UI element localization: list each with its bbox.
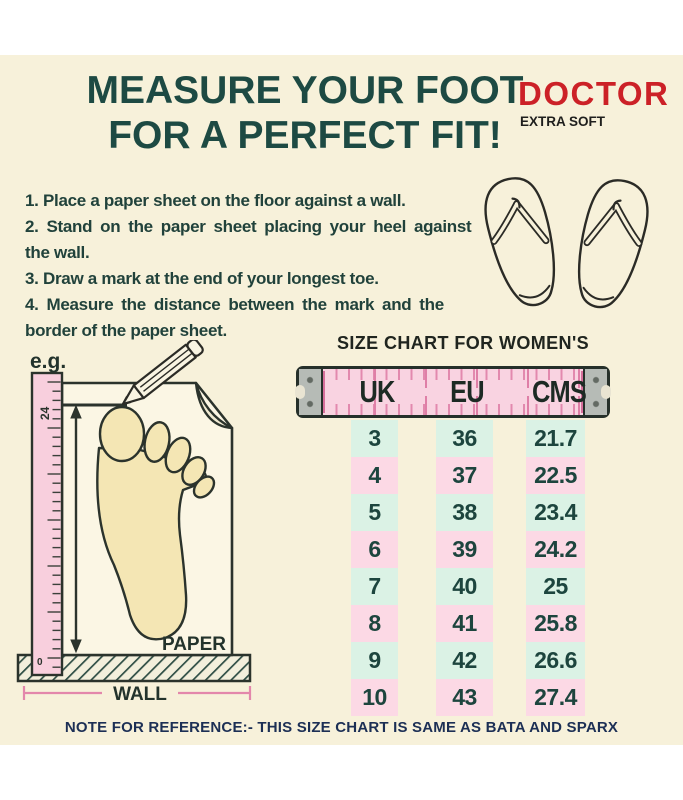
size-cell: 40 <box>436 568 493 605</box>
instruction-line: the wall. <box>25 243 90 262</box>
reference-note: NOTE FOR REFERENCE:- THIS SIZE CHART IS … <box>64 719 619 736</box>
tape-end-line-right <box>581 371 583 413</box>
flip-flops-illustration <box>484 177 649 309</box>
tape-metal-cap-right <box>583 369 611 415</box>
size-cell: 24.2 <box>526 531 585 568</box>
instruction-line: 4. Measure the distance between the mark… <box>25 295 444 314</box>
foot-measuring-diagram: 24 0 e.g. PAPER WALL <box>16 340 252 705</box>
title-line-2: FOR A PERFECT FIT! <box>108 114 502 157</box>
size-cell: 7 <box>351 568 398 605</box>
column-header-eu: EU <box>450 374 485 409</box>
size-chart-heading: SIZE CHART FOR WOMEN'S <box>336 333 590 353</box>
size-cell: 9 <box>351 642 398 679</box>
brand-logo: DOCTOR <box>518 75 670 112</box>
size-cell: 42 <box>436 642 493 679</box>
size-cell: 8 <box>351 605 398 642</box>
paper-label: PAPER <box>162 634 226 655</box>
column-header-cms: CMS <box>531 374 587 409</box>
tape-end-line-left <box>323 371 325 413</box>
example-label: e.g. <box>30 350 66 373</box>
title-line-1: MEASURE YOUR FOOT <box>86 69 524 112</box>
size-cell: 21.7 <box>526 420 585 457</box>
size-cell: 4 <box>351 457 398 494</box>
ruler-number-0: 0 <box>37 657 43 668</box>
size-cell: 36 <box>436 420 493 457</box>
instruction-line: 1. Place a paper sheet on the floor agai… <box>25 191 406 210</box>
tape-header: UK EU CMS <box>295 366 611 418</box>
ruler-number-24: 24 <box>38 406 52 420</box>
tape-long-ticks-bottom <box>325 396 581 415</box>
size-cell: 27.4 <box>526 679 585 716</box>
instruction-line: 3. Draw a mark at the end of your longes… <box>25 269 379 288</box>
instructions-list: 1. Place a paper sheet on the floor agai… <box>25 188 472 344</box>
size-cell: 25.8 <box>526 605 585 642</box>
size-cell: 39 <box>436 531 493 568</box>
size-cell: 5 <box>351 494 398 531</box>
page-title: MEASURE YOUR FOOT FOR A PERFECT FIT! <box>40 68 570 158</box>
size-cell: 41 <box>436 605 493 642</box>
tape-long-ticks-top <box>325 369 581 388</box>
size-cell: 3 <box>351 420 398 457</box>
size-cell: 43 <box>436 679 493 716</box>
foot-illustration <box>96 405 216 641</box>
measurement-arrow <box>70 404 82 654</box>
size-cell: 38 <box>436 494 493 531</box>
size-cell: 25 <box>526 568 585 605</box>
ruler: 24 0 <box>30 371 64 677</box>
wall-dimension-line <box>22 686 252 700</box>
column-header-uk: UK <box>359 374 395 409</box>
brand-tagline: EXTRA SOFT <box>520 114 606 129</box>
size-cell: 22.5 <box>526 457 585 494</box>
size-cell: 37 <box>436 457 493 494</box>
size-cell: 10 <box>351 679 398 716</box>
tape-metal-cap-left <box>295 369 323 415</box>
pencil-icon <box>121 340 204 406</box>
instruction-line: border of the paper sheet. <box>25 321 227 340</box>
instruction-line: 2. Stand on the paper sheet placing your… <box>25 217 472 236</box>
size-cell: 23.4 <box>526 494 585 531</box>
size-cell: 6 <box>351 531 398 568</box>
size-cell: 26.6 <box>526 642 585 679</box>
wall-label: WALL <box>113 684 167 705</box>
